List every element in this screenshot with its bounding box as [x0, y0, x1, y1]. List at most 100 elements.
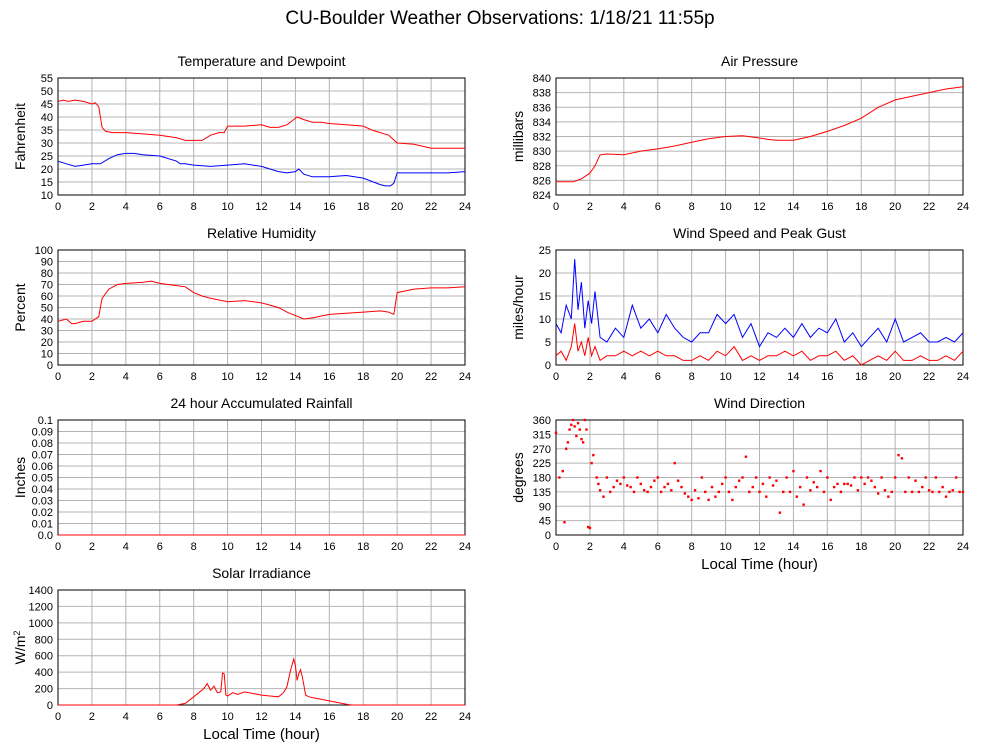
x-tick-label: 24: [957, 541, 969, 553]
series-line-0: [57, 99, 465, 149]
series-line-0: [58, 657, 465, 706]
x-tick-label: 4: [123, 711, 129, 723]
y-tick-label: 0.01: [32, 519, 53, 531]
data-point: [799, 485, 802, 489]
y-tick-label: 200: [35, 684, 53, 696]
data-point: [931, 490, 934, 494]
x-axis-label: Local Time (hour): [701, 556, 818, 573]
y-tick-label: 270: [533, 444, 551, 456]
y-axis-label: millibars: [510, 111, 526, 162]
data-point: [570, 423, 573, 426]
y-tick-label: 828: [533, 161, 551, 173]
y-tick-label: 824: [533, 190, 551, 202]
y-tick-label: 70: [41, 280, 53, 292]
y-tick-label: 840: [533, 73, 551, 85]
data-point: [866, 476, 870, 479]
x-tick-label: 4: [123, 541, 129, 553]
data-point: [580, 437, 583, 441]
y-tick-label: 830: [533, 146, 551, 158]
data-point: [653, 479, 656, 482]
x-tick-label: 22: [425, 371, 437, 383]
y-tick-label: 25: [41, 151, 53, 163]
y-axis-label: Fahrenheit: [12, 103, 28, 170]
x-tick-label: 14: [289, 201, 301, 213]
data-point: [921, 485, 924, 489]
data-point: [687, 495, 690, 498]
data-point: [666, 482, 670, 486]
data-point: [941, 485, 944, 489]
data-point: [659, 490, 663, 494]
x-tick-label: 12: [753, 541, 765, 553]
y-tick-label: 826: [533, 175, 551, 187]
chart-title: Wind Direction: [714, 395, 805, 411]
data-point: [893, 476, 897, 479]
data-point: [914, 479, 917, 482]
plot-frame: [555, 249, 964, 366]
x-tick-label: 24: [459, 201, 471, 213]
data-point: [578, 428, 581, 431]
data-point: [832, 485, 836, 489]
x-tick-label: 24: [957, 201, 969, 213]
data-point: [590, 461, 593, 465]
data-point: [680, 485, 683, 489]
x-tick-label: 10: [719, 201, 731, 213]
y-tick-label: 10: [41, 190, 53, 202]
x-tick-label: 6: [157, 371, 163, 383]
data-point: [792, 469, 795, 473]
chart-title: Temperature and Dewpoint: [177, 53, 345, 69]
x-tick-label: 4: [123, 201, 129, 213]
y-axis-label-text: W/m: [12, 636, 28, 665]
data-point: [663, 485, 666, 489]
x-tick-label: 2: [89, 711, 95, 723]
x-tick-label: 14: [787, 371, 799, 383]
y-tick-label: 0.0: [38, 530, 53, 542]
x-tick-label: 10: [221, 371, 233, 383]
x-tick-label: 14: [289, 711, 301, 723]
y-tick-label: 30: [41, 138, 53, 150]
data-point: [863, 482, 866, 486]
data-point: [761, 482, 765, 486]
y-tick-label: 0: [47, 360, 53, 372]
data-point: [598, 489, 602, 492]
y-tick-label: 0.07: [32, 450, 53, 462]
series-line-0: [555, 259, 964, 348]
x-tick-label: 16: [821, 201, 833, 213]
y-tick-label: 600: [35, 651, 53, 663]
y-tick-label: 135: [533, 487, 551, 499]
x-tick-label: 10: [221, 711, 233, 723]
y-tick-label: 0.03: [32, 496, 53, 508]
y-tick-label: 100: [35, 245, 53, 257]
y-tick-label: 10: [539, 314, 551, 326]
x-tick-label: 0: [553, 371, 559, 383]
y-tick-label: 20: [41, 164, 53, 176]
data-point: [890, 490, 893, 494]
data-point: [900, 457, 904, 460]
data-point: [775, 479, 778, 482]
x-tick-label: 18: [357, 201, 369, 213]
data-point: [704, 490, 707, 494]
plot-frame: [555, 77, 964, 196]
data-point: [649, 485, 653, 489]
y-tick-label: 0.08: [32, 438, 53, 450]
x-tick-label: 16: [323, 201, 335, 213]
data-point: [870, 479, 873, 482]
data-point: [656, 476, 659, 479]
data-point: [771, 484, 775, 487]
data-point: [809, 489, 812, 492]
x-tick-label: 0: [55, 371, 61, 383]
x-tick-label: 4: [621, 541, 627, 553]
data-point: [707, 498, 710, 502]
series-line-0: [556, 86, 964, 183]
data-point: [944, 495, 948, 498]
x-tick-label: 14: [289, 541, 301, 553]
x-tick-label: 20: [391, 711, 403, 723]
y-tick-label: 40: [41, 314, 53, 326]
data-point: [839, 490, 843, 494]
data-point: [700, 476, 704, 479]
x-tick-label: 22: [923, 371, 935, 383]
data-point: [673, 461, 676, 465]
x-tick-label: 14: [787, 541, 799, 553]
